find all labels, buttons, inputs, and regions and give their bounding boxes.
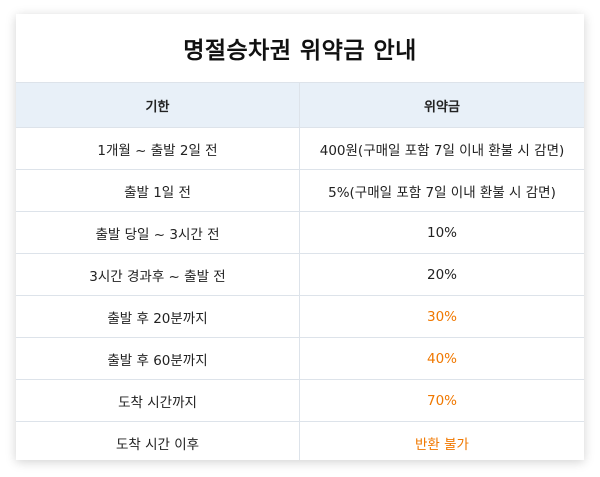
penalty-cell: 20% [299, 253, 584, 296]
page-title: 명절승차권 위약금 안내 [16, 14, 584, 83]
period-cell: 출발 1일 전 [16, 169, 300, 212]
table-row: 출발 후 60분까지 40% [16, 337, 584, 380]
table-row: 출발 당일 ~ 3시간 전 10% [16, 211, 584, 254]
penalty-cell: 10% [299, 211, 584, 254]
period-cell: 출발 후 60분까지 [16, 337, 300, 380]
penalty-cell: 5%(구매일 포함 7일 이내 환불 시 감면) [299, 169, 584, 212]
period-cell: 1개월 ~ 출발 2일 전 [16, 127, 300, 170]
table-row: 3시간 경과후 ~ 출발 전 20% [16, 253, 584, 296]
period-cell: 3시간 경과후 ~ 출발 전 [16, 253, 300, 296]
period-cell: 도착 시간까지 [16, 379, 300, 422]
column-header-penalty: 위약금 [299, 83, 584, 128]
period-cell: 출발 후 20분까지 [16, 295, 300, 338]
table-row: 도착 시간 이후 반환 불가 [16, 421, 584, 460]
period-cell: 도착 시간 이후 [16, 421, 300, 460]
period-cell: 출발 당일 ~ 3시간 전 [16, 211, 300, 254]
penalty-table: 기한 위약금 1개월 ~ 출발 2일 전 400원(구매일 포함 7일 이내 환… [16, 83, 584, 460]
table-row: 출발 후 20분까지 30% [16, 295, 584, 338]
penalty-cell: 반환 불가 [299, 421, 584, 460]
penalty-cell: 30% [299, 295, 584, 338]
penalty-cell: 40% [299, 337, 584, 380]
column-header-period: 기한 [16, 83, 300, 128]
table-header-row: 기한 위약금 [16, 83, 584, 128]
table-row: 1개월 ~ 출발 2일 전 400원(구매일 포함 7일 이내 환불 시 감면) [16, 127, 584, 170]
table-row: 도착 시간까지 70% [16, 379, 584, 422]
penalty-cell: 400원(구매일 포함 7일 이내 환불 시 감면) [299, 127, 584, 170]
penalty-info-card: 명절승차권 위약금 안내 기한 위약금 1개월 ~ 출발 2일 전 400원(구… [16, 14, 584, 460]
table-row: 출발 1일 전 5%(구매일 포함 7일 이내 환불 시 감면) [16, 169, 584, 212]
penalty-cell: 70% [299, 379, 584, 422]
